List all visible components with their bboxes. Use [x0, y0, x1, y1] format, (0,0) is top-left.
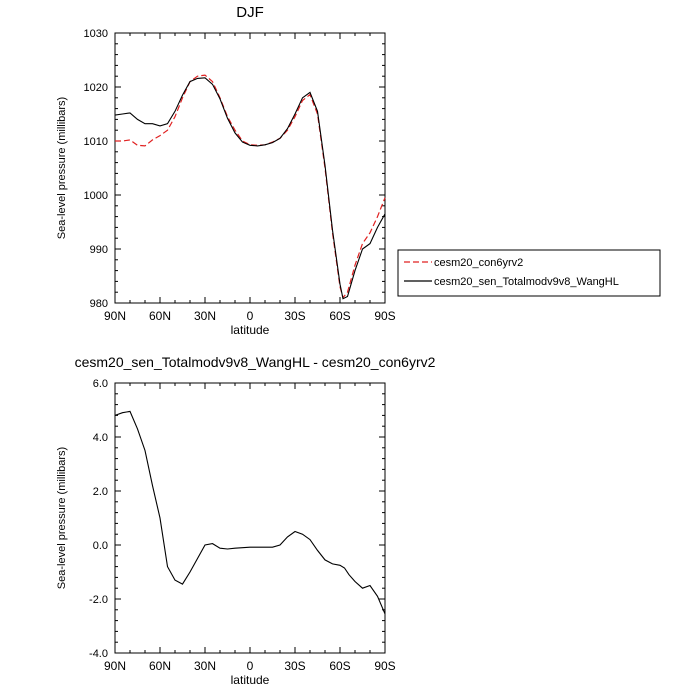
y-tick-label: -4.0 — [89, 648, 108, 660]
y-tick-label: 1010 — [84, 136, 108, 148]
x-tick-label: 60S — [329, 309, 350, 323]
y-tick-label: 2.0 — [93, 486, 108, 498]
y-axis-label-1: Sea-level pressure (millibars) — [56, 97, 68, 239]
legend-label: cesm20_con6yrv2 — [434, 257, 523, 269]
x-tick-label: 90N — [104, 309, 126, 323]
legend-box — [397, 249, 661, 297]
x-axis-label-2: latitude — [231, 673, 270, 687]
x-tick-label: 60N — [149, 309, 171, 323]
x-tick-label: 30S — [284, 309, 305, 323]
series-line-1-1 — [115, 74, 386, 299]
x-tick-label: 60S — [329, 659, 350, 673]
y-tick-label: 4.0 — [93, 432, 108, 444]
series-line-1-2 — [114, 77, 386, 300]
y-tick-label: 980 — [90, 298, 108, 310]
x-axis-label-1: latitude — [231, 323, 270, 337]
legend-label: cesm20_sen_Totalmodv9v8_WangHL — [434, 276, 619, 288]
x-tick-label: 90S — [374, 309, 395, 323]
x-tick-label: 30S — [284, 659, 305, 673]
x-tick-label: 60N — [149, 659, 171, 673]
y-axis-label-2: Sea-level pressure (millibars) — [56, 447, 68, 589]
x-tick-label: 90S — [374, 659, 395, 673]
y-tick-label: 1020 — [84, 82, 108, 94]
y-tick-label: 1030 — [84, 28, 108, 40]
y-tick-label: 0.0 — [93, 540, 108, 552]
x-tick-label: 0 — [247, 309, 254, 323]
y-tick-label: 1000 — [84, 190, 108, 202]
plot-frame-2 — [114, 382, 386, 654]
x-tick-label: 30N — [194, 659, 216, 673]
chart-title-2: cesm20_sen_Totalmodv9v8_WangHL - cesm20_… — [75, 354, 436, 370]
x-tick-label: 90N — [104, 659, 126, 673]
y-tick-label: -2.0 — [89, 594, 108, 606]
y-tick-label: 6.0 — [93, 378, 108, 390]
chart-title-1: DJF — [236, 4, 264, 21]
x-tick-label: 30N — [194, 309, 216, 323]
x-tick-label: 0 — [247, 659, 254, 673]
plot-frame-1 — [114, 32, 386, 304]
series-line-2-1 — [114, 410, 386, 615]
y-tick-label: 990 — [90, 244, 108, 256]
